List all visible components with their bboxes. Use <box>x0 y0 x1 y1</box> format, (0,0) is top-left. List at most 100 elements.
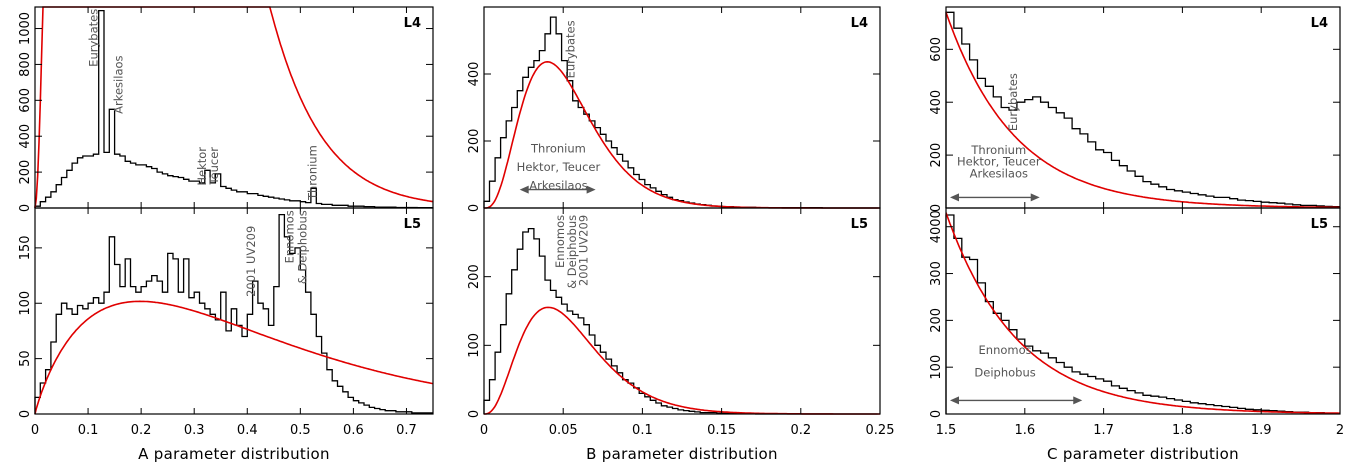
x-axis-label-B: B parameter distribution <box>586 445 778 463</box>
y-tick-label-A-L4: 200 <box>18 160 33 185</box>
range-arrow-B-L4 <box>519 185 596 194</box>
annotation-A-L5: & Deiphobus <box>296 210 310 284</box>
annotation-A-L5: 2001 UV209 <box>244 226 258 297</box>
panel-A-L5: 0 50 100 150 L5 2001 UV209 Ennomos & Deiphobus <box>18 207 434 418</box>
x-tick-label-A: 0.6 <box>343 423 364 438</box>
arrow-head-left <box>519 185 529 194</box>
y-tick-label-A-L4: 400 <box>18 124 33 149</box>
x-tick-label-C: 1.5 <box>936 423 957 438</box>
x-tick-label-A: 0.5 <box>290 423 311 438</box>
annotation-A-L5: Ennomos <box>282 210 296 263</box>
annotation-C-L4: Arkesilaos <box>970 167 1028 181</box>
y-tick-label-B-L4: 0 <box>467 204 482 212</box>
x-tick-label-A: 0 <box>31 423 39 438</box>
y-tick-label-C-L5: 100 <box>929 355 944 380</box>
panel-tag-A-L5: L5 <box>404 217 421 232</box>
x-tick-label-B: 0.1 <box>632 423 653 438</box>
histogram-A-L5 <box>34 213 433 414</box>
histogram-C-L4 <box>945 11 1340 208</box>
y-tick-label-A-L4: 600 <box>18 88 33 113</box>
annotation-A-L4: Eurybates <box>87 9 101 67</box>
y-tick-label-A-L5: 100 <box>18 291 33 316</box>
y-tick-label-C-L4: 200 <box>929 143 944 168</box>
x-tick-label-C: 2 <box>1336 423 1344 438</box>
panel-tag-B-L4: L4 <box>851 16 868 31</box>
histogram-B-L5 <box>483 227 878 415</box>
annotation-A-L4: Thronium <box>305 145 319 201</box>
x-tick-label-B: 0.25 <box>866 423 895 438</box>
y-tick-label-C-L4: 0 <box>929 204 944 212</box>
x-tick-label-A: 0.4 <box>237 423 258 438</box>
x-tick-label-A: 0.1 <box>78 423 99 438</box>
fit-curve-B-L5 <box>484 306 880 415</box>
y-tick-label-B-L4: 400 <box>467 62 482 87</box>
arrow-head-right <box>1030 193 1040 202</box>
x-tick-label-B: 0.2 <box>790 423 811 438</box>
panel-tag-B-L5: L5 <box>851 217 868 232</box>
y-tick-label-A-L5: 150 <box>18 235 33 260</box>
annotation-B-L5: 2001 UV209 <box>577 215 591 286</box>
panel-frame-B-L5 <box>483 207 881 415</box>
y-tick-label-C-L5: 200 <box>929 308 944 333</box>
y-tick-label-A-L5: 50 <box>18 350 33 367</box>
x-tick-label-A: 0.7 <box>396 423 417 438</box>
x-tick-label-C: 1.8 <box>1172 423 1193 438</box>
arrow-head-right <box>1073 396 1083 405</box>
y-tick-label-A-L4: 0 <box>18 204 33 212</box>
fit-curve-C-L4 <box>945 12 1340 209</box>
y-tick-label-C-L4: 600 <box>929 37 944 62</box>
fit-curve-C-L5 <box>945 212 1340 414</box>
chart-B: 0 200 400 L4 Eurybates Thronium Hektor, Teucer… <box>467 6 895 463</box>
annotation-C-L5: Deiphobus <box>974 366 1035 380</box>
annotation-C-L4: Thronium <box>970 143 1026 157</box>
histogram-A-L4 <box>34 9 433 209</box>
range-arrow-C-L4 <box>950 193 1040 202</box>
y-tick-label-C-L5: 300 <box>929 261 944 286</box>
y-tick-label-B-L4: 200 <box>467 129 482 154</box>
arrow-head-right <box>586 185 596 194</box>
panel-frame-C-L5 <box>945 207 1341 415</box>
annotation-B-L5: Ennomos <box>553 215 567 268</box>
annotation-A-L4: Hektor <box>195 147 209 186</box>
x-tick-label-A: 0.2 <box>131 423 152 438</box>
y-tick-label-A-L5: 0 <box>18 410 33 418</box>
annotation-C-L4: Hektor, Teucer <box>957 155 1041 169</box>
annotation-A-L4: Arkesilaos <box>112 55 126 113</box>
y-tick-label-A-L4: 800 <box>18 52 33 77</box>
x-tick-label-C: 1.9 <box>1251 423 1272 438</box>
annotation-B-L4: Arkesilaos <box>529 179 587 193</box>
y-tick-label-C-L4: 400 <box>929 90 944 115</box>
y-tick-label-B-L5: 100 <box>467 333 482 358</box>
x-tick-label-B: 0.15 <box>707 423 736 438</box>
y-tick-label-B-L5: 0 <box>467 410 482 418</box>
y-tick-label-A-L4: 1000 <box>18 12 33 45</box>
x-tick-label-C: 1.7 <box>1093 423 1114 438</box>
x-tick-label-A: 0.3 <box>184 423 205 438</box>
y-tick-label-C-L5: 4000 <box>929 210 944 243</box>
annotation-B-L5: & Deiphobus <box>565 215 579 289</box>
panel-A-L4: 0 200 400 600 800 1000 L4 Eurybates Arkesilaos He… <box>18 6 434 212</box>
annotation-B-L4: Eurybates <box>563 20 577 78</box>
annotation-B-L4: Thronium <box>530 142 586 156</box>
y-tick-label-C-L5: 0 <box>929 410 944 418</box>
panel-tag-C-L5: L5 <box>1311 217 1328 232</box>
arrow-head-left <box>950 396 959 405</box>
x-axis-label-A: A parameter distribution <box>138 445 330 463</box>
panel-frame-A-L5 <box>34 207 434 415</box>
range-arrow-C-L5 <box>950 396 1083 405</box>
x-tick-label-B: 0 <box>480 423 488 438</box>
x-tick-label-C: 1.6 <box>1014 423 1035 438</box>
annotation-C-L4: Eurybates <box>1006 73 1020 131</box>
annotation-B-L4: Hektor, Teucer <box>517 160 601 174</box>
annotation-C-L5: Ennomos <box>979 343 1032 357</box>
histogram-C-L5 <box>945 214 1340 414</box>
annotation-A-L4: Teucer <box>207 147 221 186</box>
x-tick-label-B: 0.05 <box>549 423 578 438</box>
arrow-head-left <box>950 193 959 202</box>
panel-B-L4: 0 200 400 L4 Eurybates Thronium Hektor, Teucer… <box>467 6 881 212</box>
